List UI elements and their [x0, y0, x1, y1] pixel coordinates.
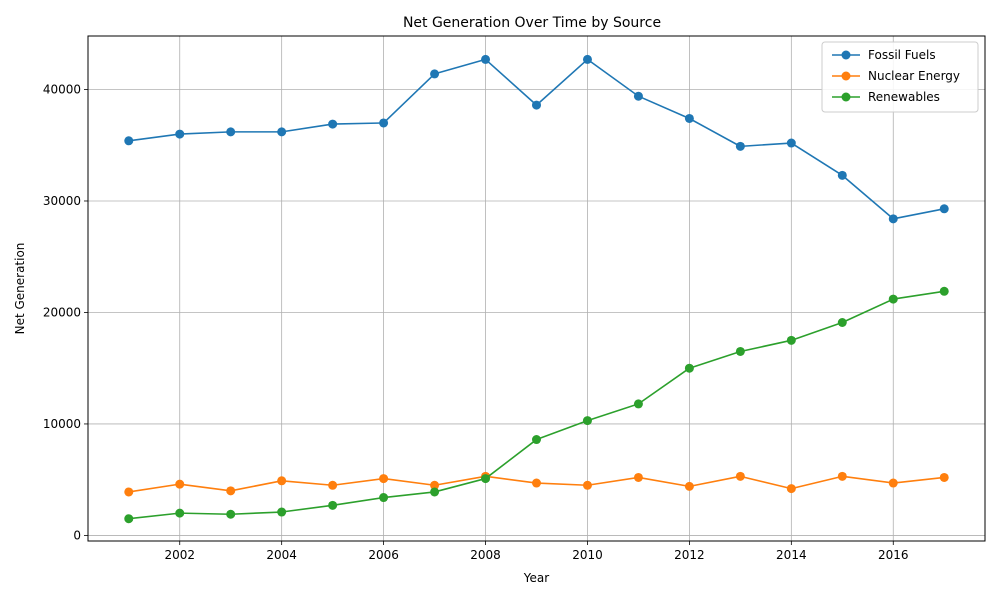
data-point — [837, 170, 847, 180]
y-tick-label: 0 — [73, 528, 81, 542]
legend-marker — [841, 92, 851, 102]
x-tick-label: 2012 — [674, 548, 705, 562]
data-point — [582, 416, 592, 426]
data-point — [430, 69, 440, 79]
data-point — [328, 480, 338, 490]
data-point — [277, 476, 287, 486]
legend-label: Renewables — [868, 90, 940, 104]
data-point — [430, 480, 440, 490]
data-point — [684, 113, 694, 123]
data-point — [888, 214, 898, 224]
x-tick-label: 2014 — [776, 548, 807, 562]
data-point — [837, 471, 847, 481]
chart-title: Net Generation Over Time by Source — [403, 15, 661, 31]
x-tick-label: 2004 — [266, 548, 297, 562]
data-point — [633, 91, 643, 101]
data-point — [124, 487, 134, 497]
x-tick-label: 2008 — [470, 548, 501, 562]
data-point — [124, 136, 134, 146]
data-point — [226, 486, 236, 496]
data-point — [277, 127, 287, 137]
data-point — [226, 509, 236, 519]
x-tick-label: 2002 — [164, 548, 195, 562]
data-point — [226, 127, 236, 137]
data-point — [481, 54, 491, 64]
y-tick-label: 40000 — [43, 83, 81, 97]
data-point — [735, 141, 745, 151]
data-point — [175, 129, 185, 139]
data-point — [684, 363, 694, 373]
series-lines — [124, 54, 949, 524]
data-point — [328, 500, 338, 510]
y-axis-title: Net Generation — [13, 243, 27, 335]
y-tick-label: 30000 — [43, 194, 81, 208]
data-point — [175, 508, 185, 518]
data-point — [532, 435, 541, 445]
x-axis: 2002 2004 2006 2008 2010 2012 2014 2016 — [164, 541, 909, 562]
legend-label: Nuclear Energy — [868, 69, 960, 83]
x-tick-label: 2006 — [368, 548, 399, 562]
legend-box — [821, 41, 979, 113]
data-point — [735, 346, 745, 356]
legend-item: Nuclear Energy — [832, 69, 960, 83]
legend-marker — [841, 71, 851, 81]
legend-marker — [841, 50, 851, 60]
y-tick-label: 20000 — [43, 305, 81, 319]
x-tick-label: 2010 — [572, 548, 603, 562]
data-point — [124, 514, 134, 524]
data-point — [786, 484, 796, 494]
legend-item: Renewables — [832, 90, 940, 104]
legend: Fossil Fuels Nuclear Energy Renewables — [821, 41, 979, 113]
data-point — [939, 472, 949, 482]
data-point — [430, 487, 440, 497]
data-point — [379, 474, 389, 484]
data-point — [939, 286, 949, 296]
series-nuclear-energy — [124, 471, 949, 497]
data-point — [481, 474, 491, 484]
legend-label: Fossil Fuels — [868, 48, 936, 62]
data-point — [379, 118, 389, 128]
data-point — [939, 204, 949, 214]
data-point — [532, 478, 541, 488]
data-point — [277, 507, 287, 517]
y-axis: 0 10000 20000 30000 40000 — [43, 83, 88, 542]
data-point — [837, 318, 847, 328]
data-point — [888, 294, 898, 304]
y-tick-label: 10000 — [43, 417, 81, 431]
data-point — [735, 471, 745, 481]
data-point — [786, 335, 796, 345]
data-point — [175, 479, 185, 489]
x-axis-title: Year — [523, 571, 549, 585]
data-point — [888, 478, 898, 488]
series-renewables — [124, 286, 949, 524]
data-point — [532, 100, 541, 110]
data-point — [582, 54, 592, 64]
data-point — [786, 138, 796, 148]
x-tick-label: 2016 — [878, 548, 909, 562]
data-point — [684, 481, 694, 491]
data-point — [582, 480, 592, 490]
data-point — [633, 399, 643, 409]
data-point — [633, 472, 643, 482]
data-point — [328, 119, 338, 129]
series-fossil-fuels — [124, 54, 949, 224]
data-point — [379, 493, 389, 503]
legend-item: Fossil Fuels — [832, 48, 936, 62]
plot-area-frame — [87, 35, 986, 542]
